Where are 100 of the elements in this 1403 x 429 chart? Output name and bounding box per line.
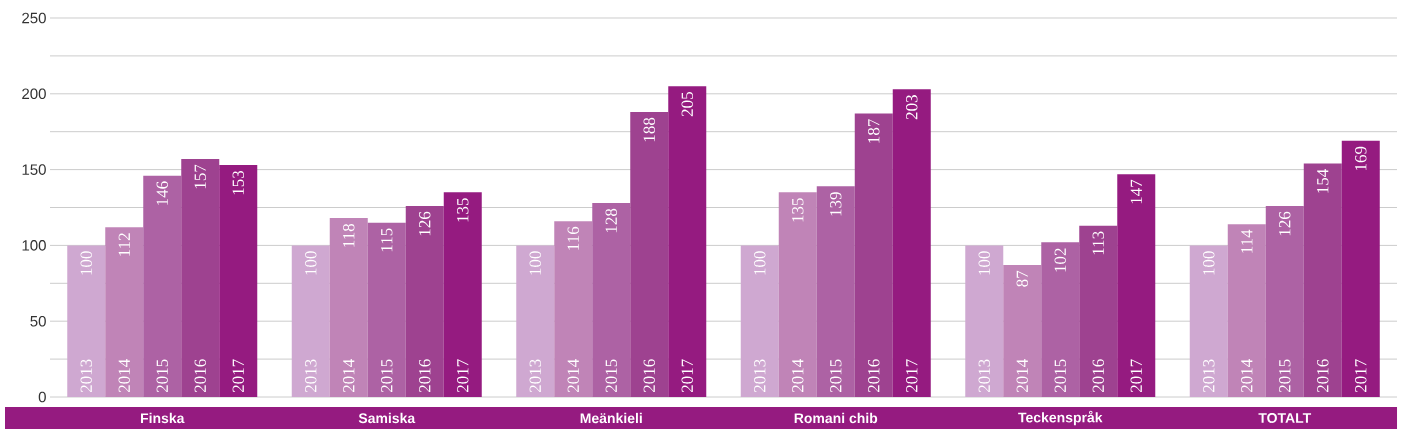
text: 2015 <box>1279 359 1291 393</box>
text: 2017 <box>1130 359 1142 393</box>
text: 2016 <box>643 359 655 393</box>
data-label: 100 <box>80 251 92 275</box>
bar <box>668 86 707 397</box>
bar <box>1265 205 1304 397</box>
data-label: 203 <box>906 95 918 120</box>
text: 2014 <box>1016 359 1028 393</box>
data-label: 139 <box>830 192 842 216</box>
bar <box>329 218 368 397</box>
text: 2013 <box>1203 359 1215 393</box>
bar <box>1117 174 1156 397</box>
bar <box>1341 140 1380 397</box>
x-tick-label: Teckenspråk <box>1018 410 1103 426</box>
bar <box>630 111 669 397</box>
data-label: 100 <box>1203 251 1215 275</box>
data-label: 115 <box>381 228 393 252</box>
text: 2016 <box>419 359 431 393</box>
data-label: 126 <box>419 211 431 236</box>
text: 2014 <box>1241 359 1253 393</box>
bar <box>443 192 482 397</box>
bar <box>816 186 855 397</box>
y-tick-label: 50 <box>30 315 46 327</box>
series-label: 2014 <box>118 359 130 393</box>
bar <box>516 245 555 397</box>
bar <box>1041 242 1080 397</box>
text: 2016 <box>1092 359 1104 393</box>
data-label: 187 <box>868 119 880 143</box>
x-tick-label: Finska <box>141 412 185 424</box>
y-tick-label: 200 <box>22 88 46 100</box>
text: 2015 <box>381 359 393 393</box>
bar <box>219 165 258 397</box>
data-label: 112 <box>118 233 130 256</box>
bar <box>778 192 817 397</box>
data-label: 147 <box>1130 179 1142 204</box>
data-label: 118 <box>343 223 355 247</box>
text: 2013 <box>978 359 990 393</box>
text: 2015 <box>605 359 617 393</box>
text: 2017 <box>906 359 918 393</box>
data-label: 188 <box>643 117 655 142</box>
text: 2017 <box>1355 359 1367 393</box>
y-tick-label: 250 <box>22 12 46 24</box>
data-label: 87 <box>1016 270 1028 287</box>
data-label: 100 <box>754 251 766 275</box>
data-label: 153 <box>232 170 244 195</box>
data-label: 205 <box>681 92 693 117</box>
bar <box>1079 225 1118 397</box>
data-label: 157 <box>194 164 206 189</box>
series-label: 2017 <box>232 359 244 393</box>
text: 2014 <box>792 359 804 393</box>
text: 2015 <box>1054 359 1066 393</box>
bar <box>1303 163 1342 397</box>
data-label: 128 <box>605 208 617 233</box>
y-tick-label: 0 <box>38 391 46 403</box>
data-label: 146 <box>156 181 168 205</box>
x-tick-label: Samiska <box>358 412 416 424</box>
series-label: 2013 <box>80 359 92 393</box>
bar <box>67 245 106 397</box>
text: 2013 <box>305 359 317 393</box>
text: 2013 <box>529 359 541 393</box>
data-label: 100 <box>529 251 541 275</box>
x-tick-label: Romani chib <box>794 412 878 424</box>
text: 2017 <box>457 359 469 393</box>
data-label: 135 <box>457 198 469 222</box>
bar <box>892 89 931 397</box>
bar <box>554 221 593 397</box>
text: 2013 <box>754 359 766 393</box>
y-tick-label: 100 <box>22 240 46 251</box>
bar <box>405 205 444 397</box>
data-label: 100 <box>305 251 317 275</box>
bar <box>1003 265 1042 397</box>
bar <box>143 175 182 397</box>
y-tick-label: 150 <box>22 164 46 175</box>
text: 2014 <box>567 359 579 393</box>
bar <box>965 245 1004 397</box>
data-label: 113 <box>1092 231 1104 255</box>
series-label: 2016 <box>194 359 206 393</box>
bar <box>592 202 631 397</box>
text: 2017 <box>681 359 693 393</box>
text: 2014 <box>343 359 355 393</box>
text: 2016 <box>868 359 880 393</box>
text: 2015 <box>830 359 842 393</box>
x-tick-label: TOTALT <box>1258 413 1312 423</box>
bar <box>367 222 406 397</box>
bar <box>1227 224 1266 397</box>
bar <box>1189 245 1228 397</box>
data-label: 154 <box>1317 169 1329 193</box>
text: 2016 <box>1317 359 1329 393</box>
data-label: 116 <box>567 226 579 250</box>
data-label: 169 <box>1355 146 1367 170</box>
data-label: 126 <box>1279 211 1291 236</box>
data-label: 114 <box>1241 229 1253 253</box>
x-tick-label: Meänkieli <box>580 412 642 424</box>
data-label: 135 <box>792 198 804 222</box>
bar <box>181 158 220 397</box>
bar <box>105 227 144 397</box>
data-label: 100 <box>978 251 990 275</box>
bar <box>291 245 330 397</box>
bar <box>740 245 779 397</box>
data-label: 102 <box>1054 248 1066 272</box>
